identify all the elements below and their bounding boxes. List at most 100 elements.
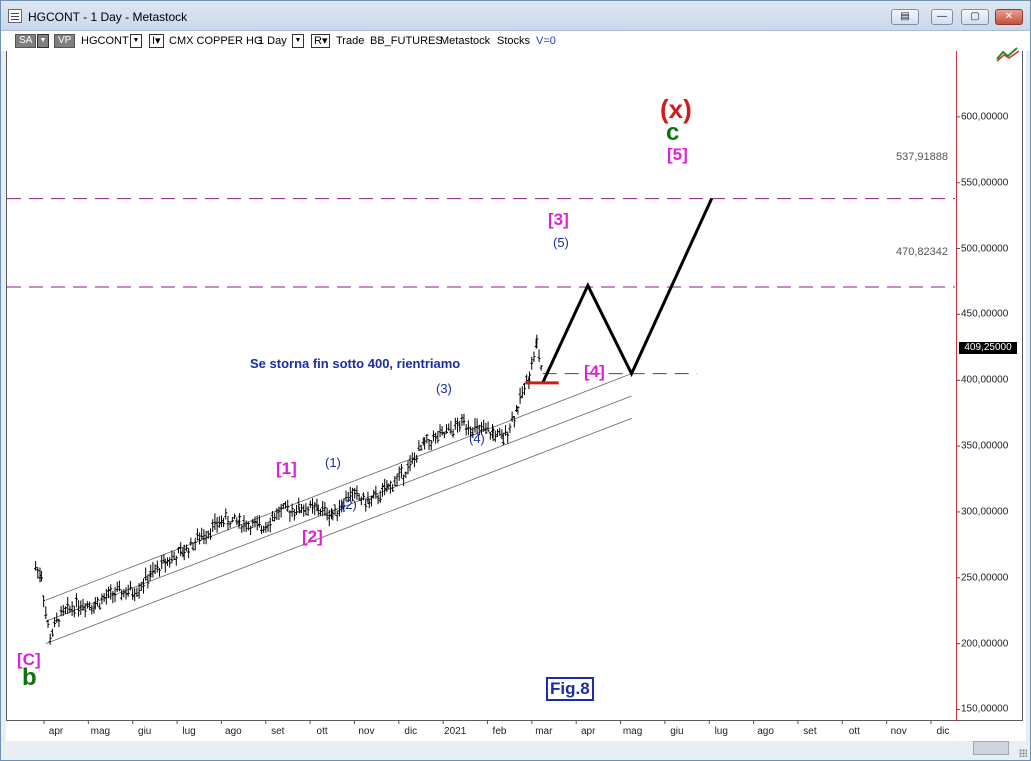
x-axis-label: mag (90, 726, 111, 737)
ohlc-bar (74, 593, 78, 608)
wave-label-c: c (666, 119, 680, 146)
ohlc-bar (224, 508, 228, 520)
ohlc-bar (255, 515, 259, 531)
ohlc-bar (262, 525, 266, 533)
title-bar[interactable]: HGCONT - 1 Day - Metastock ▤ — ▢ ✕ (1, 1, 1030, 31)
tile-button[interactable]: ▤ (891, 9, 919, 25)
ohlc-bar (331, 509, 335, 521)
ohlc-bar (453, 417, 457, 430)
ohlc-bar (504, 425, 508, 436)
chart-window-icon (8, 9, 22, 23)
ohlc-bar (42, 595, 46, 608)
ohlc-bar (279, 503, 283, 518)
ohlc-bar (518, 387, 522, 404)
wave-label-3-minor: (3) (436, 381, 452, 396)
ohlc-bar (170, 550, 174, 564)
horizontal-scrollbar[interactable] (973, 741, 1009, 755)
ohlc-bar (498, 427, 502, 437)
ohlc-bar (431, 430, 435, 442)
ohlc-bar (122, 589, 126, 598)
ohlc-bar (281, 503, 285, 510)
ohlc-bar (318, 508, 322, 516)
wave-label-5-primary: [5] (667, 145, 688, 164)
maximize-button[interactable]: ▢ (961, 9, 989, 25)
ohlc-bar (286, 499, 290, 512)
ohlc-bar (376, 494, 380, 505)
ohlc-bar (419, 444, 423, 451)
ohlc-bar (53, 617, 57, 628)
ohlc-bar (44, 606, 48, 620)
ohlc-bar (449, 420, 453, 435)
close-button[interactable]: ✕ (995, 9, 1023, 25)
chart-canvas[interactable] (6, 51, 1026, 741)
x-axis-label: nov (358, 726, 375, 737)
ohlc-bar (172, 551, 176, 560)
wave-label-C: [C] (17, 650, 41, 669)
minimize-button[interactable]: — (931, 9, 953, 25)
ohlc-bar (158, 567, 162, 577)
ohlc-bar (126, 584, 130, 597)
chart-properties-icon[interactable] (995, 46, 1021, 62)
wave-label-4-primary: [4] (584, 362, 605, 381)
y-axis-label: 250,00000 (961, 572, 1009, 584)
ohlc-bar (438, 424, 442, 438)
ohlc-bar (83, 602, 87, 618)
ohlc-bar (374, 485, 378, 499)
ohlc-bar (402, 474, 406, 487)
ohlc-bar (311, 498, 315, 514)
ohlc-bar (153, 564, 157, 575)
ohlc-bar (351, 487, 355, 502)
ohlc-bar (124, 587, 128, 600)
y-axis-label: 450,00000 (961, 308, 1009, 320)
ohlc-bar (141, 578, 145, 594)
ohlc-bar (406, 460, 410, 475)
ohlc-bar (442, 431, 446, 439)
vp-button[interactable]: VP (54, 34, 76, 48)
chart-toolbar: SA ▼ VP HGCONT ▼ I▾ CMX COPPER HG 1 Day … (1, 31, 1030, 51)
ohlc-bar (359, 496, 363, 506)
ohlc-bar (148, 572, 152, 581)
ohlc-bar (115, 581, 119, 592)
ohlc-bar (34, 561, 38, 571)
ohlc-bar (508, 423, 512, 434)
ohlc-bar (306, 506, 310, 516)
ohlc-bar (520, 386, 524, 399)
x-axis-label: dic (936, 726, 950, 737)
r-button[interactable]: R▾ (311, 34, 331, 48)
type-label: Stocks (497, 35, 531, 47)
x-axis-label: nov (890, 726, 907, 737)
y-axis-label: 150,00000 (961, 703, 1009, 715)
symbol-dropdown-icon[interactable]: ▼ (130, 34, 142, 48)
ohlc-bar (297, 506, 301, 514)
ohlc-bar (57, 618, 61, 627)
sa-dropdown-icon[interactable]: ▼ (37, 34, 49, 48)
ohlc-bar (81, 598, 85, 611)
ohlc-bar (270, 510, 274, 522)
ohlc-bar (348, 486, 352, 502)
ohlc-bar (313, 502, 317, 516)
ohlc-bar (391, 484, 395, 492)
ohlc-bar (144, 567, 148, 581)
ohlc-bar (484, 422, 488, 435)
wave-label-x: (x) (660, 94, 692, 124)
x-axis-label: apr (48, 726, 64, 737)
ohlc-bar (70, 601, 74, 616)
ohlc-bar (50, 628, 54, 637)
ohlc-bar (137, 583, 141, 599)
ohlc-bar (440, 426, 444, 436)
figure-label: Fig.8 (546, 677, 594, 701)
interval-button[interactable]: I▾ (149, 34, 164, 48)
ohlc-bar (436, 430, 440, 444)
ohlc-bar (273, 512, 277, 522)
resize-grip-icon[interactable] (1017, 745, 1027, 757)
period-dropdown-icon[interactable]: ▼ (292, 34, 304, 48)
x-axis-label: feb (492, 726, 507, 737)
ohlc-bar (321, 500, 325, 517)
symbol-label: HGCONT (81, 35, 129, 47)
ohlc-bar (378, 490, 382, 504)
ohlc-bar (342, 498, 346, 512)
sa-button[interactable]: SA (15, 34, 37, 48)
ohlc-bar (120, 589, 124, 601)
ohlc-bar (496, 429, 500, 438)
